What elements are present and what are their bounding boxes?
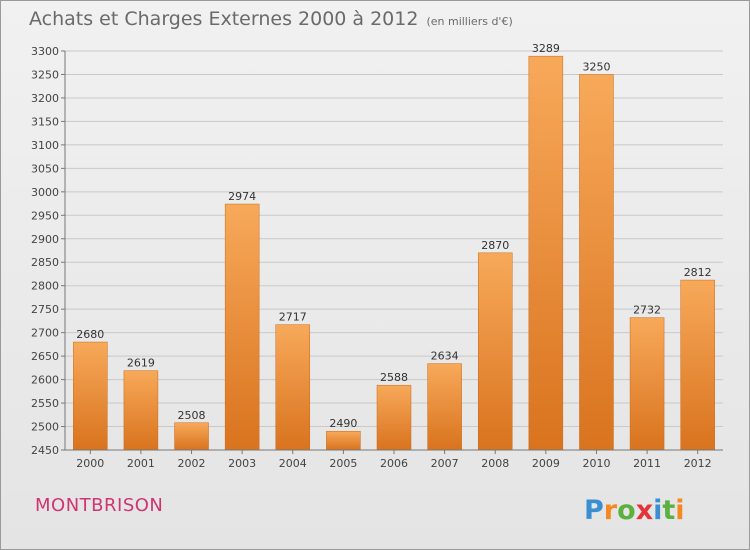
x-tick-label: 2011 [633,457,661,470]
y-tick-label: 3050 [31,162,59,175]
y-tick-label: 3300 [31,45,59,58]
y-tick-label: 2700 [31,327,59,340]
data-label-2005: 2490 [329,417,357,430]
y-tick-label: 3100 [31,139,59,152]
y-tick-label: 2450 [31,444,59,457]
bar-chart: 2450 2500 2550 2600 2650 2700 2750 2800 2850 2900… [31,42,723,470]
data-label-2008: 2870 [481,239,509,252]
x-tick-label: 2012 [684,457,712,470]
bar-2009 [528,55,564,451]
x-tick-label: 2000 [76,457,104,470]
y-tick-label: 3250 [31,68,59,81]
x-tick-label: 2001 [127,457,155,470]
y-tick-label: 3200 [31,92,59,105]
chart-title-text: Achats et Charges Externes 2000 à 2012 [29,8,419,30]
data-label-2011: 2732 [633,304,661,317]
y-tick-label: 2650 [31,350,59,363]
x-tick-label: 2008 [481,457,509,470]
y-tick-label: 2850 [31,256,59,269]
bar-2004 [275,324,311,451]
x-tick-label: 2009 [532,457,560,470]
data-label-2004: 2717 [279,311,307,324]
axes [64,51,723,451]
x-axis-ticks: 2000 2001 2002 2003 2004 2005 2006 2007 2008 2009… [76,450,712,470]
data-label-2002: 2508 [178,409,206,422]
y-tick-label: 2750 [31,303,59,316]
data-label-2006: 2588 [380,371,408,384]
data-label-2012: 2812 [684,266,712,279]
bar-2000 [73,341,108,451]
y-tick-label: 2500 [31,421,59,434]
y-axis-ticks: 2450 2500 2550 2600 2650 2700 2750 2800 2850 2900… [31,45,65,457]
data-label-2003: 2974 [228,190,256,203]
data-label-2009: 3289 [532,42,560,55]
y-tick-label: 2950 [31,209,59,222]
y-tick-label: 2800 [31,280,59,293]
x-tick-label: 2005 [329,457,357,470]
data-label-2007: 2634 [431,350,459,363]
y-tick-label: 2600 [31,374,59,387]
y-tick-label: 3000 [31,186,59,199]
bar-2011 [629,317,665,451]
svg-text:Proxiti: Proxiti [584,495,685,526]
y-tick-label: 2550 [31,397,59,410]
bar-2008 [477,252,513,451]
bar-2002 [174,422,209,451]
bar-2006 [376,384,412,451]
chart-title: Achats et Charges Externes 2000 à 2012 (e… [29,8,513,30]
bar-2010 [579,74,614,451]
x-tick-label: 2004 [279,457,307,470]
bars [73,55,715,451]
x-tick-label: 2007 [431,457,459,470]
bar-2001 [123,370,159,451]
x-tick-label: 2002 [178,457,206,470]
data-label-2000: 2680 [76,328,104,341]
data-labels: 2680 2619 2508 2974 2717 2490 2588 2634 2870 3289… [76,42,711,430]
y-tick-label: 2900 [31,233,59,246]
y-tick-label: 3150 [31,115,59,128]
bar-2012 [680,279,715,451]
x-tick-label: 2006 [380,457,408,470]
bar-2005 [326,430,361,451]
bar-2007 [427,363,462,451]
chart-unit: (en milliers d'€) [426,15,513,28]
x-tick-label: 2010 [582,457,610,470]
data-label-2001: 2619 [127,357,155,370]
proxiti-logo: Proxiti [584,495,685,526]
city-name: MONTBRISON [35,495,164,516]
x-tick-label: 2003 [228,457,256,470]
bar-2003 [224,203,260,451]
data-label-2010: 3250 [582,60,610,73]
